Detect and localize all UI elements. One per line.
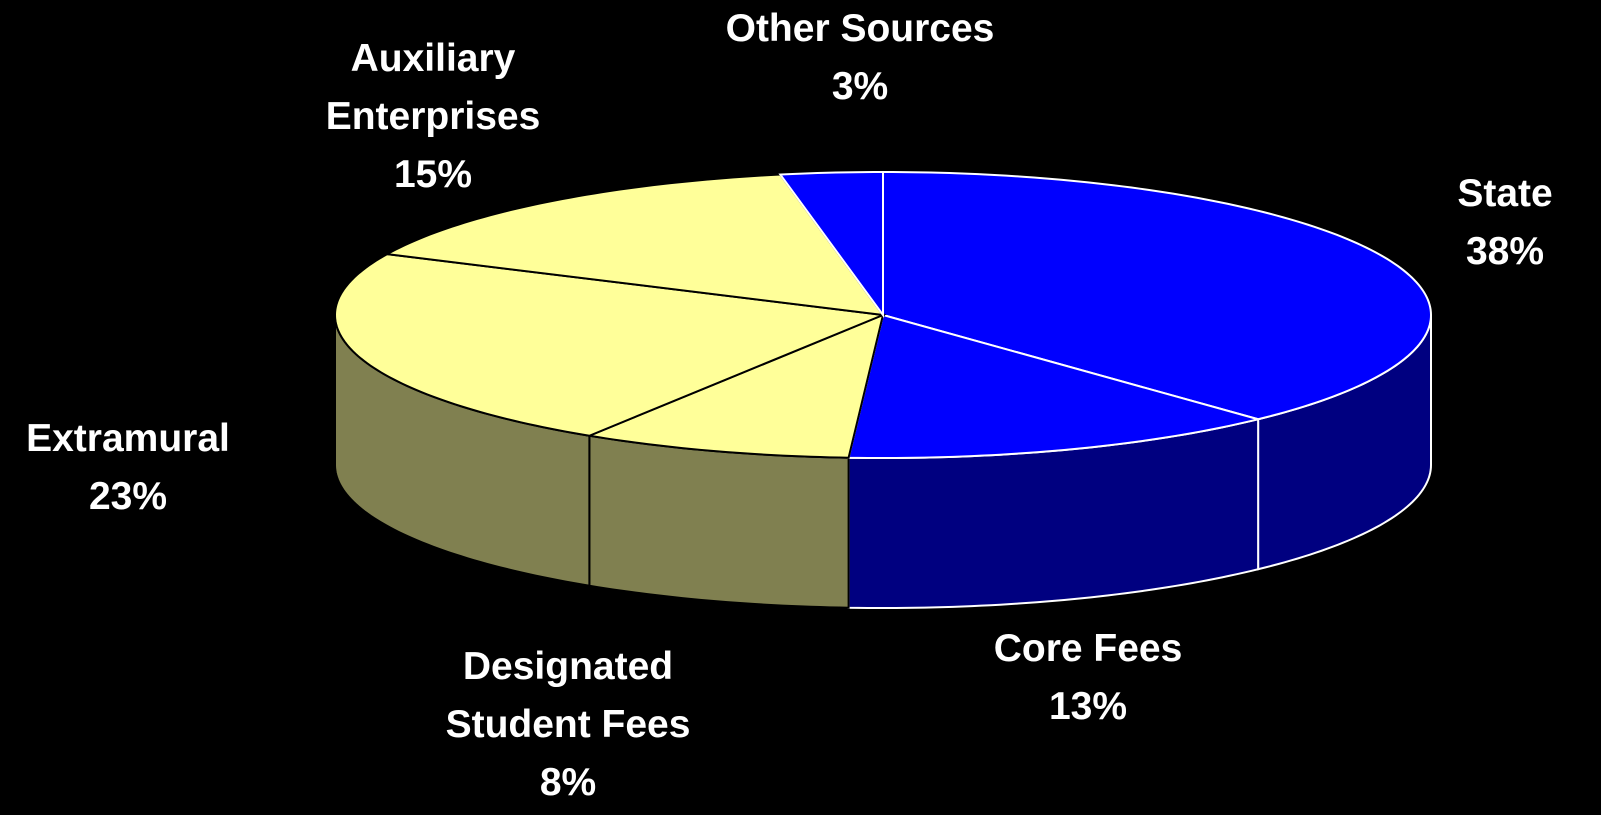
slice [334, 253, 887, 437]
value-label: 3% [831, 65, 889, 108]
slice-label: Designated Student Fees 8% [408, 638, 728, 812]
slice-side [588, 434, 850, 609]
value-label: 38% [1465, 230, 1545, 273]
category-label: Auxiliary Enterprises [325, 37, 541, 138]
category-label: Extramural [26, 417, 230, 460]
category-label: Core Fees [993, 627, 1183, 670]
slice [778, 170, 884, 319]
category-label: State [1457, 172, 1553, 215]
value-label: 23% [88, 475, 168, 518]
slice [585, 313, 885, 459]
slice-label: Auxiliary Enterprises 15% [293, 30, 573, 204]
slice [882, 170, 1433, 421]
slice [383, 173, 886, 317]
slice-label: Other Sources 3% [690, 0, 1030, 116]
slice-label: State 38% [1405, 165, 1601, 281]
slice-label: Core Fees 13% [938, 620, 1238, 736]
category-label: Designated Student Fees [445, 645, 691, 746]
value-label: 13% [1048, 685, 1128, 728]
category-label: Other Sources [725, 7, 995, 50]
value-label: 8% [539, 761, 597, 804]
value-label: 15% [393, 153, 473, 196]
slice-label: Extramural 23% [0, 410, 268, 526]
slice [847, 313, 1263, 460]
